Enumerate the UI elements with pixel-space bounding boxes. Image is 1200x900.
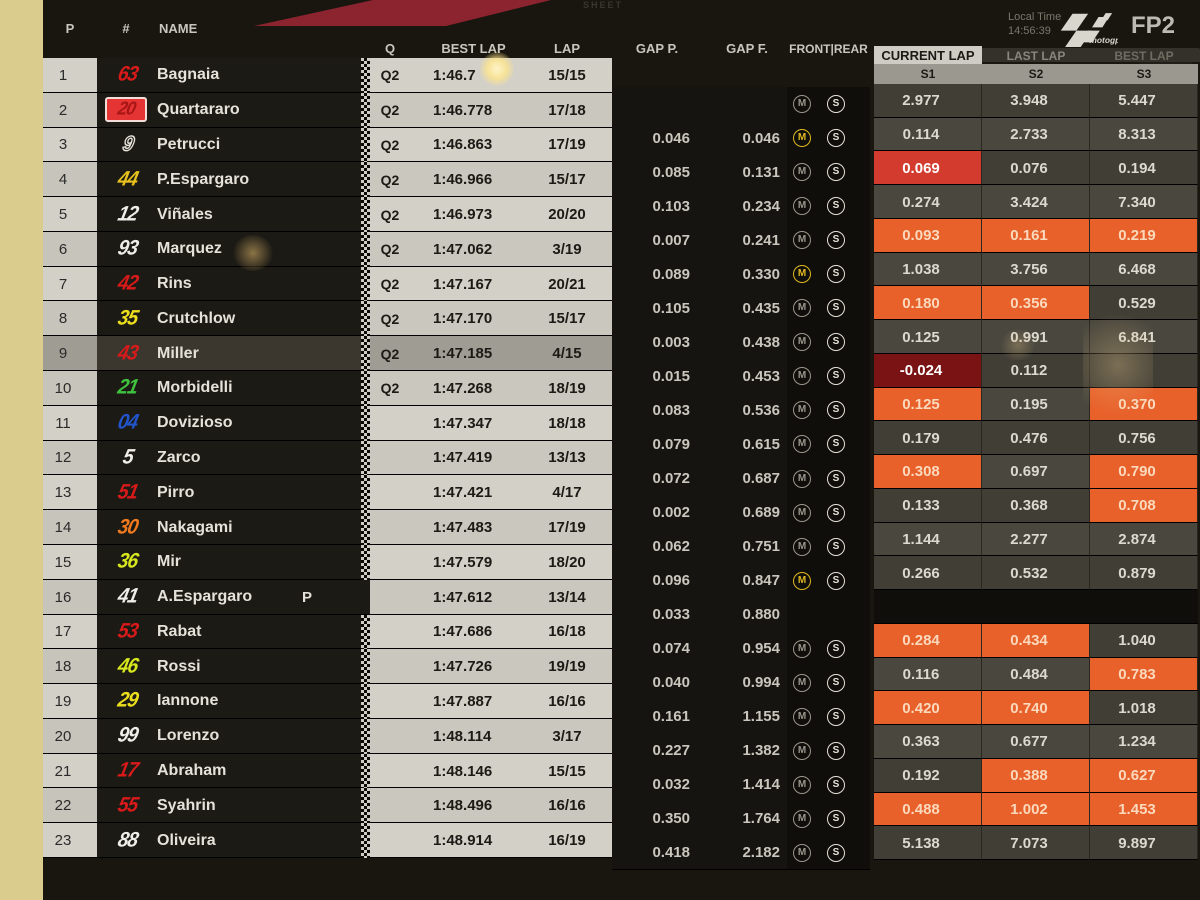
svg-text:motogp: motogp [1089,35,1118,45]
